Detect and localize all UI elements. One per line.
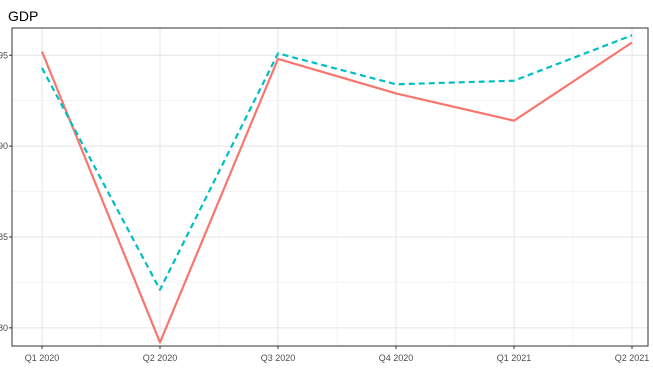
panel-border — [11, 27, 649, 347]
x-tick-label: Q3 2020 — [261, 353, 296, 363]
x-tick-label: Q2 2020 — [143, 353, 178, 363]
x-tick-label: Q1 2021 — [497, 353, 532, 363]
x-tick-label: Q4 2020 — [379, 353, 414, 363]
y-tick-label: 85 — [0, 232, 8, 242]
series-line-1 — [40, 41, 633, 344]
axis-layer: Q1 2020 Q2 2020 Q3 2020 Q4 2020 Q1 2021 Q2 20… — [0, 27, 650, 363]
x-tick-label: Q1 2020 — [25, 353, 60, 363]
x-tick-label: Q2 2021 — [615, 353, 650, 363]
series-layer — [40, 34, 633, 344]
y-tick-label: 90 — [0, 141, 8, 151]
y-tick-label: 95 — [0, 50, 8, 60]
y-tick-label: 80 — [0, 323, 8, 333]
grid-layer — [12, 28, 648, 346]
chart-title: GDP — [8, 8, 39, 24]
